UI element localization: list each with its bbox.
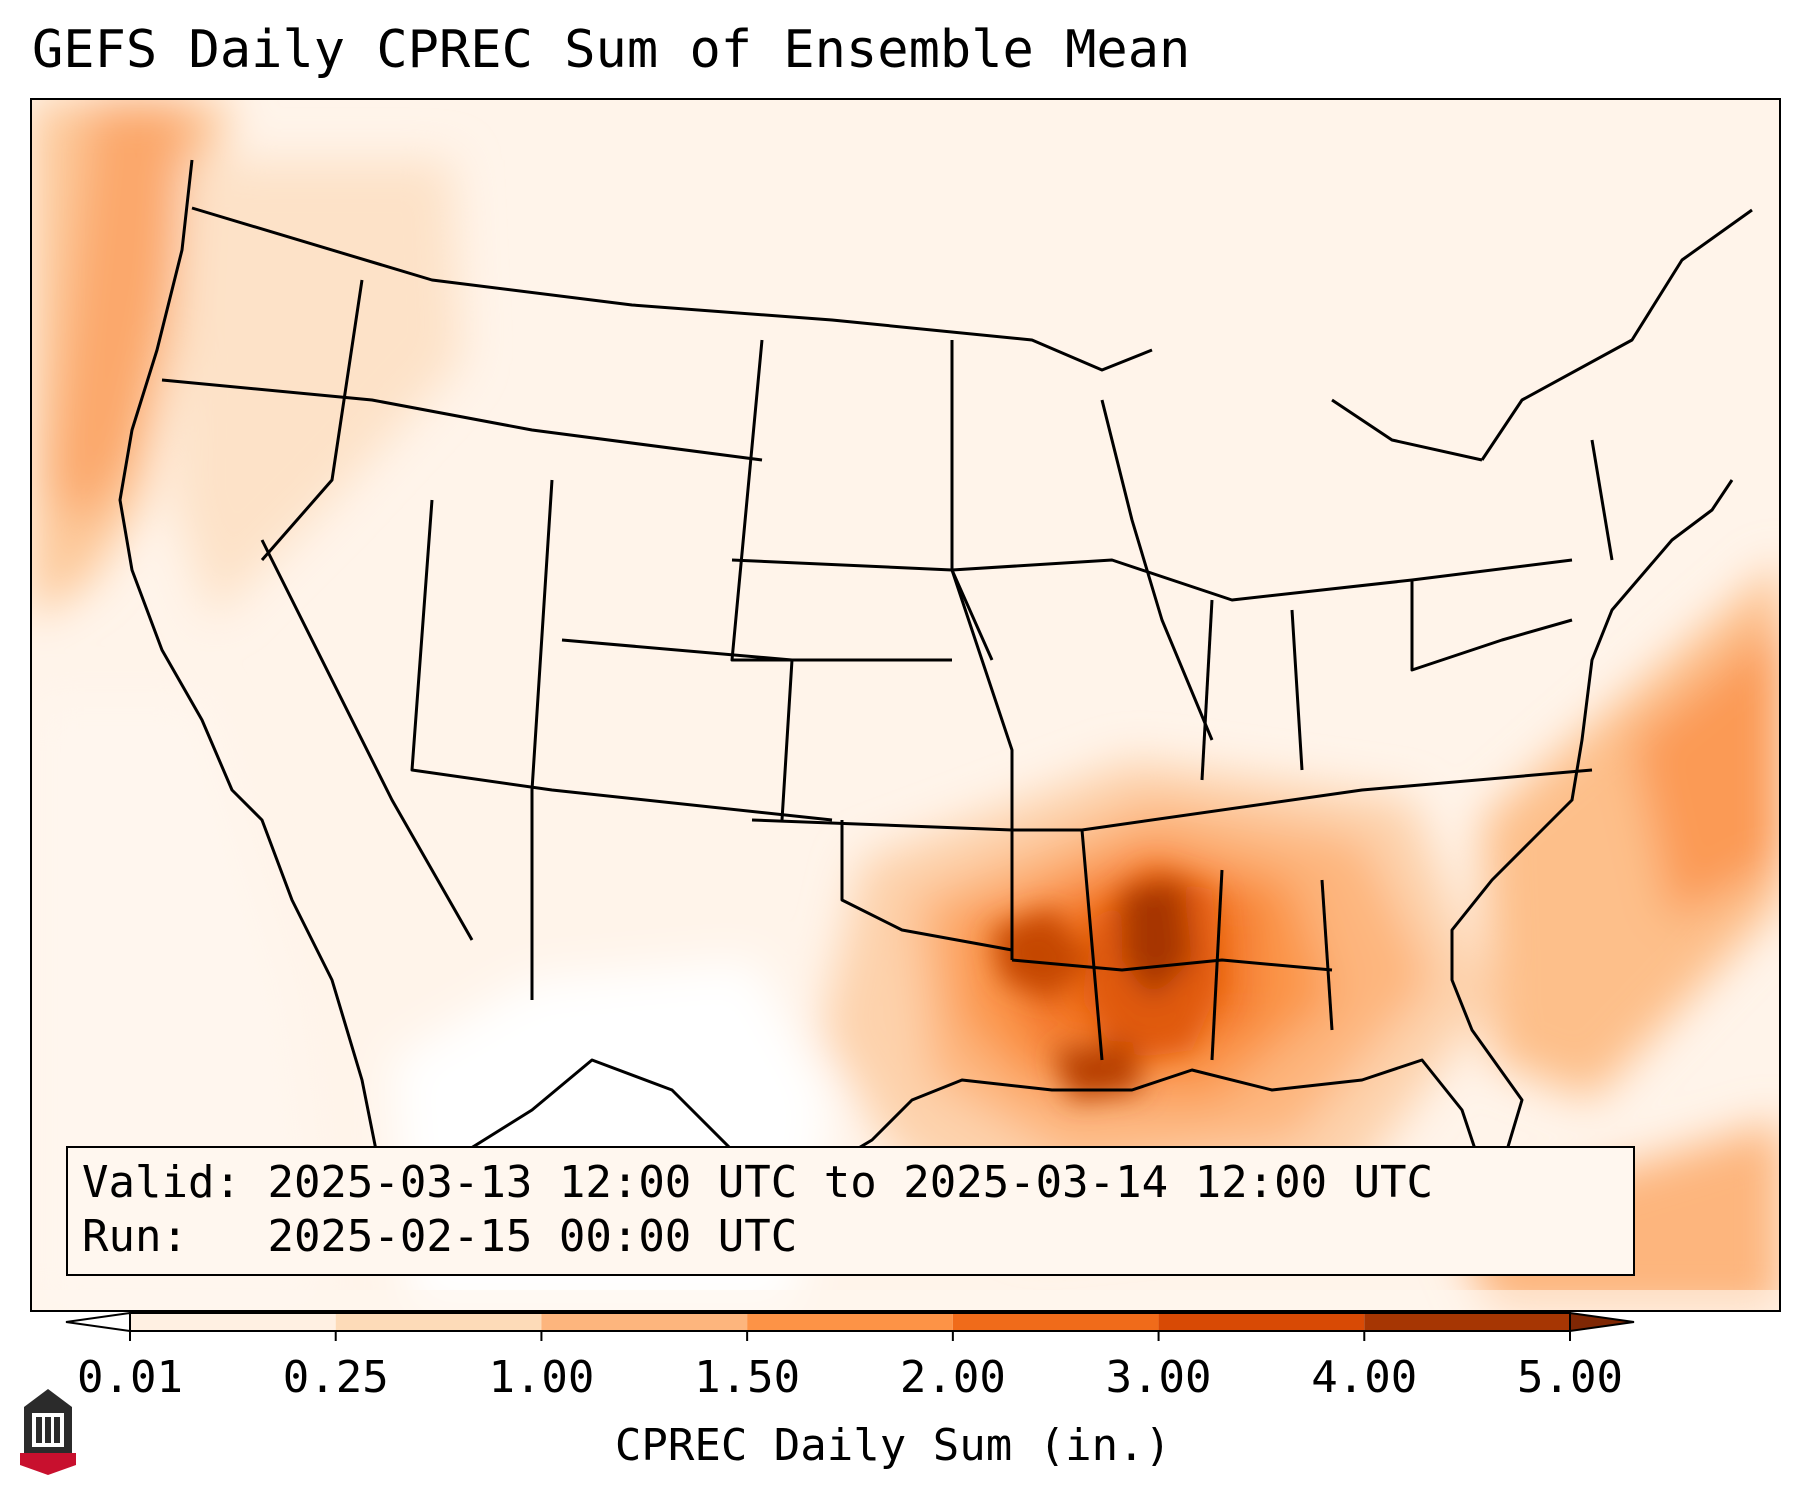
colorbar-segment xyxy=(1158,1313,1365,1331)
precipitation-core xyxy=(992,870,1222,1100)
colorbar-tick-label: 0.25 xyxy=(282,1352,389,1403)
valid-line: Valid: 2025-03-13 12:00 UTC to 2025-03-1… xyxy=(82,1156,1619,1210)
colorbar-tick-label: 2.00 xyxy=(899,1352,1006,1403)
colorbar-extend-high xyxy=(1569,1311,1635,1333)
run-label: Run: xyxy=(82,1211,188,1262)
colorbar-tick-label: 0.01 xyxy=(77,1352,183,1403)
colorbar-tick-label: 3.00 xyxy=(1105,1352,1212,1403)
colorbar-outline xyxy=(129,1312,1571,1332)
canada-border xyxy=(191,206,1153,372)
colorbar-tick-label: 5.00 xyxy=(1517,1352,1623,1403)
precipitation-map xyxy=(32,100,1779,1310)
map-panel xyxy=(30,98,1781,1312)
colorbar-segment xyxy=(130,1313,336,1331)
west-coastline xyxy=(118,159,414,1241)
colorbar-tick-label: 1.00 xyxy=(488,1352,595,1403)
valid-label: Valid: xyxy=(82,1157,241,1208)
logo-banner xyxy=(20,1453,76,1475)
chart-title: GEFS Daily CPREC Sum of Ensemble Mean xyxy=(32,20,1191,80)
niu-logo xyxy=(20,1389,76,1475)
colorbar-segment xyxy=(747,1313,953,1331)
valid-text: 2025-03-13 12:00 UTC to 2025-03-14 12:00… xyxy=(267,1157,1434,1208)
colorbar-segment xyxy=(952,1313,1159,1331)
valid-run-info-box: Valid: 2025-03-13 12:00 UTC to 2025-03-1… xyxy=(66,1146,1635,1276)
colorbar-extend-low xyxy=(65,1311,131,1333)
colorbar xyxy=(65,1311,1635,1341)
colorbar-tick-label: 1.50 xyxy=(694,1352,801,1403)
colorbar-segment xyxy=(541,1313,748,1331)
run-line: Run: 2025-02-15 00:00 UTC xyxy=(82,1210,1619,1264)
colorbar-segment xyxy=(335,1313,542,1331)
colorbar-tick-label: 4.00 xyxy=(1311,1352,1418,1403)
colorbar-segment xyxy=(1364,1313,1570,1331)
run-text: 2025-02-15 00:00 UTC xyxy=(267,1211,798,1262)
colorbar-label: CPREC Daily Sum (in.) xyxy=(614,1420,1172,1471)
